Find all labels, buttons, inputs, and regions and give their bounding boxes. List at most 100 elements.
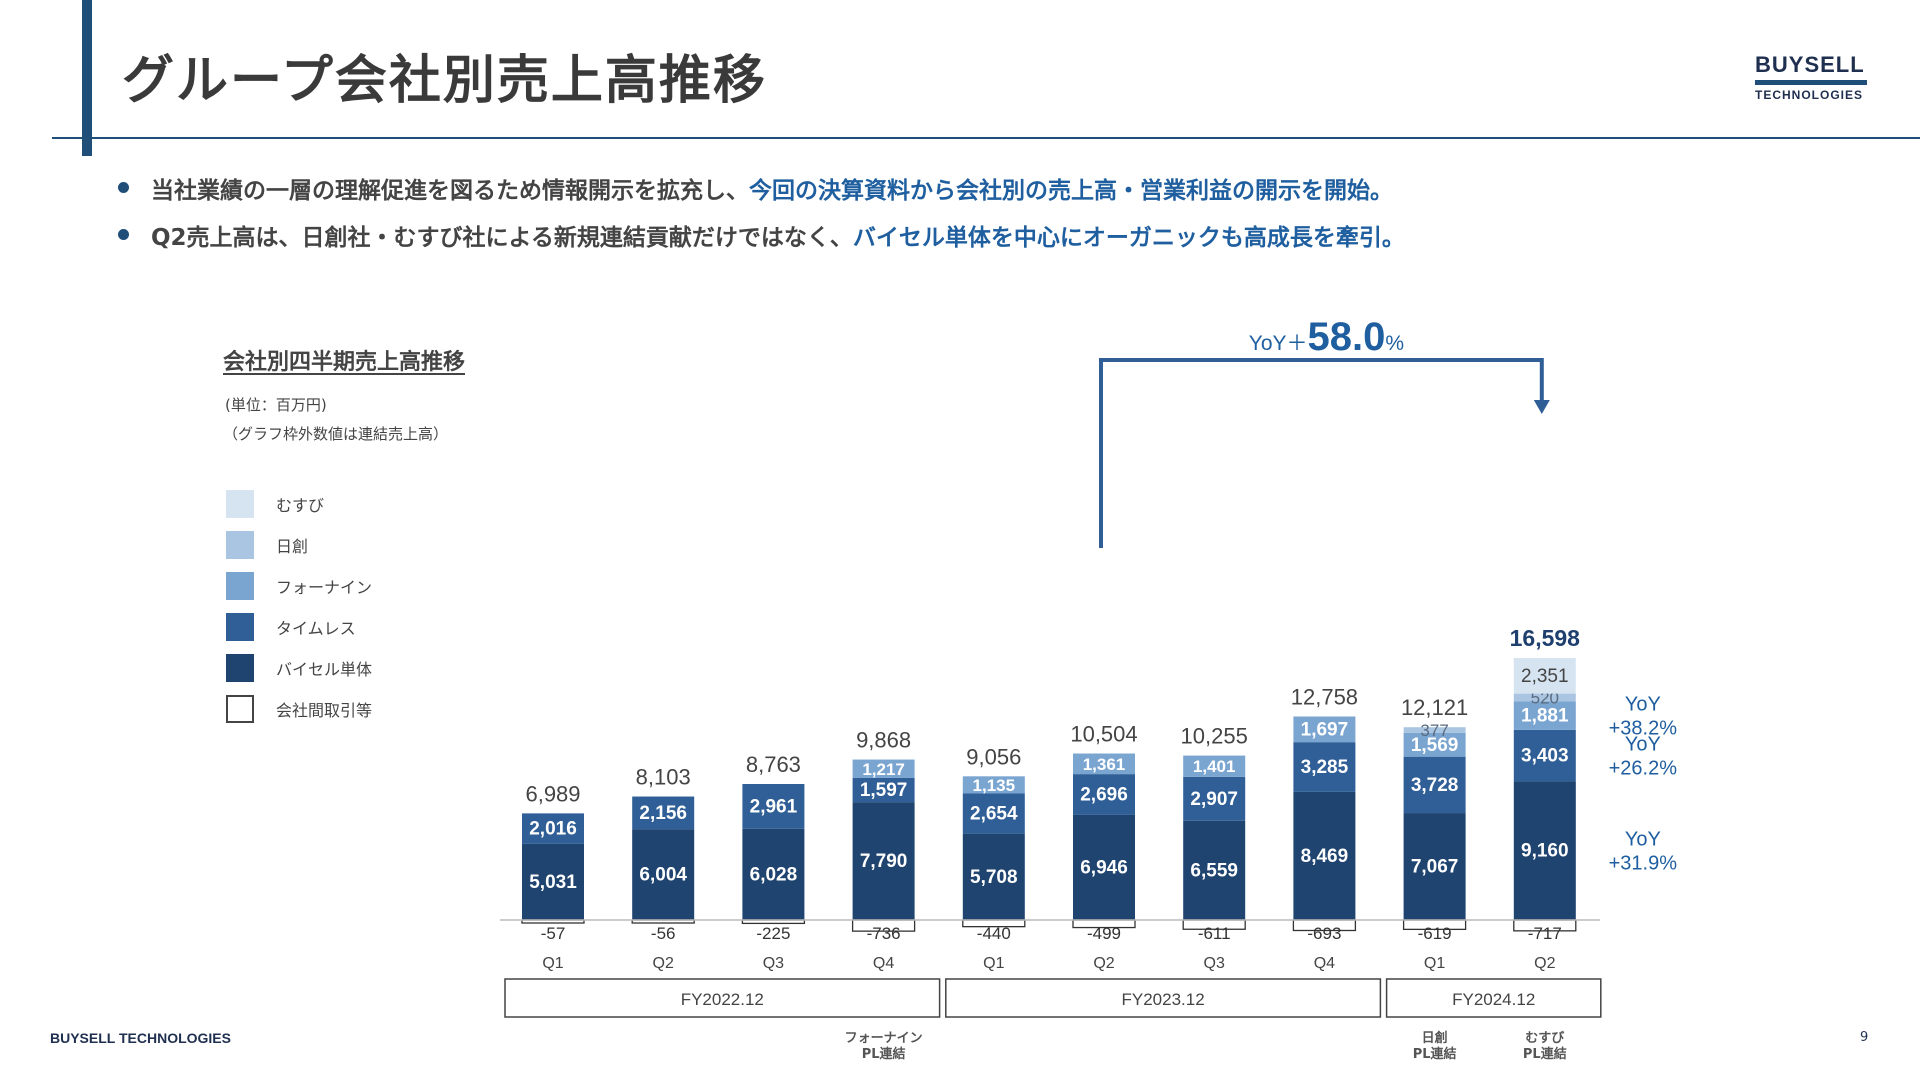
yoy-bracket [1099, 358, 1544, 548]
total-label: 10,255 [1181, 724, 1248, 749]
bullet-2-highlight: バイセル単体を中心にオーガニックも高成長を牽引。 [852, 224, 1405, 251]
bar-segment [962, 793, 1025, 834]
logo-bar [1755, 80, 1867, 85]
data-label: 6,028 [750, 864, 798, 885]
data-label: 2,156 [639, 803, 687, 824]
x-tick-label: Q2 [1093, 955, 1114, 972]
bar-segment [962, 833, 1025, 920]
legend-swatch [226, 571, 254, 600]
bar-segment [1073, 774, 1135, 815]
x-tick-label: Q3 [1204, 955, 1225, 972]
yoy-side-label: YoY [1625, 734, 1661, 756]
total-label: 16,598 [1510, 625, 1581, 651]
company-logo: BUYSELL TECHNOLOGIES [1755, 52, 1867, 102]
data-label: 1,569 [1411, 735, 1459, 756]
legend-swatch [226, 694, 254, 723]
data-label: 2,907 [1190, 789, 1238, 810]
negative-label: -440 [977, 924, 1011, 943]
x-tick-label: Q4 [873, 955, 894, 972]
data-label: 7,067 [1411, 857, 1459, 878]
fiscal-year-box [504, 978, 941, 1018]
total-label: 10,504 [1070, 722, 1137, 747]
legend-label: 会社間取引等 [276, 700, 373, 720]
bar-segment [1293, 742, 1356, 792]
negative-label: -56 [651, 924, 676, 943]
footnote-fournine: フォーナイン PL連結 [834, 1031, 934, 1063]
data-label: 7,790 [860, 851, 908, 872]
bar-segment [1073, 814, 1135, 920]
bar-segment [852, 802, 915, 920]
yoy-side-label: +38.2% [1609, 718, 1678, 740]
data-label: 3,728 [1411, 775, 1459, 796]
data-label: 1,135 [973, 776, 1016, 795]
legend-label: 日創 [276, 536, 309, 556]
bar-segment [1293, 791, 1356, 920]
legend-label: バイセル単体 [276, 659, 373, 679]
data-label: 6,946 [1080, 857, 1128, 878]
fiscal-year-label: FY2022.12 [681, 990, 764, 1009]
yoy-side-label: +26.2% [1609, 758, 1678, 780]
accent-bar [82, 0, 92, 156]
footnote-line1: 日創 [1421, 1031, 1448, 1046]
bar-segment [742, 783, 805, 829]
bar-segment [1183, 755, 1246, 777]
bar-segment [1073, 753, 1135, 775]
total-label: 8,103 [636, 765, 691, 790]
chart-note: （グラフ枠外数値は連結売上高） [223, 425, 449, 443]
footnote-nisso: 日創 PL連結 [1385, 1031, 1485, 1063]
footnote-line2: PL連結 [1412, 1047, 1457, 1062]
legend-item-fournine: フォーナイン [226, 565, 372, 606]
footnote-line2: PL連結 [861, 1047, 906, 1062]
negative-label: -57 [541, 924, 566, 943]
fiscal-year-box [945, 978, 1382, 1018]
title-divider [52, 137, 1920, 139]
legend-swatch [226, 653, 254, 682]
yoy-arrow [1533, 400, 1550, 414]
data-label: 2,654 [970, 804, 1018, 825]
fiscal-year-label: FY2023.12 [1122, 990, 1205, 1009]
negative-label: -225 [756, 924, 790, 943]
bar-segment [522, 813, 584, 844]
legend-item-timeless: タイムレス [226, 606, 372, 647]
x-tick-label: Q2 [1534, 955, 1555, 972]
total-label: 9,056 [966, 744, 1021, 769]
bar-segment [1183, 820, 1246, 920]
bullet-dot [118, 229, 129, 240]
legend-swatch [226, 530, 254, 559]
total-label: 12,758 [1291, 684, 1358, 709]
legend-item-musubi: むすび [226, 483, 372, 524]
bar-segment [1513, 729, 1576, 782]
negative-label: -736 [867, 924, 901, 943]
data-label: 5,031 [529, 872, 577, 893]
page-title: グループ会社別売上高推移 [122, 51, 767, 111]
data-label: 2,961 [750, 796, 798, 817]
footnote-line1: むすび [1525, 1031, 1565, 1046]
x-tick-label: Q1 [983, 955, 1004, 972]
data-label: 5,708 [970, 867, 1018, 888]
footnote-line2: PL連結 [1522, 1047, 1567, 1062]
data-label: 2,351 [1521, 666, 1569, 687]
negative-label: -619 [1418, 924, 1452, 943]
legend-label: フォーナイン [276, 577, 373, 597]
total-label: 8,763 [746, 752, 801, 777]
fiscal-year-box [1385, 978, 1602, 1018]
bar-segment [632, 796, 695, 830]
bar-segment [1183, 776, 1246, 821]
chart-unit: (単位：百万円) [225, 396, 327, 414]
bullet-dot [118, 182, 129, 193]
total-label: 9,868 [856, 728, 911, 753]
total-label: 6,989 [525, 781, 580, 806]
bar-segment [962, 776, 1025, 794]
x-tick-label: Q1 [542, 955, 563, 972]
data-label: 1,597 [860, 780, 908, 801]
legend-swatch [226, 612, 254, 641]
data-label: 3,285 [1301, 757, 1349, 778]
data-label: 1,217 [862, 760, 905, 779]
bullet-1-highlight: 今回の決算資料から会社別の売上高・営業利益の開示を開始。 [749, 177, 1393, 204]
data-label: 1,361 [1083, 755, 1126, 774]
summary-bullets: 当社業績の一層の理解促進を図るため情報開示を拡充し、 今回の決算資料から会社別の… [118, 164, 1405, 258]
data-label: 2,696 [1080, 785, 1128, 806]
negative-label: -717 [1528, 924, 1562, 943]
bar-segment [1293, 716, 1356, 743]
x-tick-label: Q2 [653, 955, 674, 972]
